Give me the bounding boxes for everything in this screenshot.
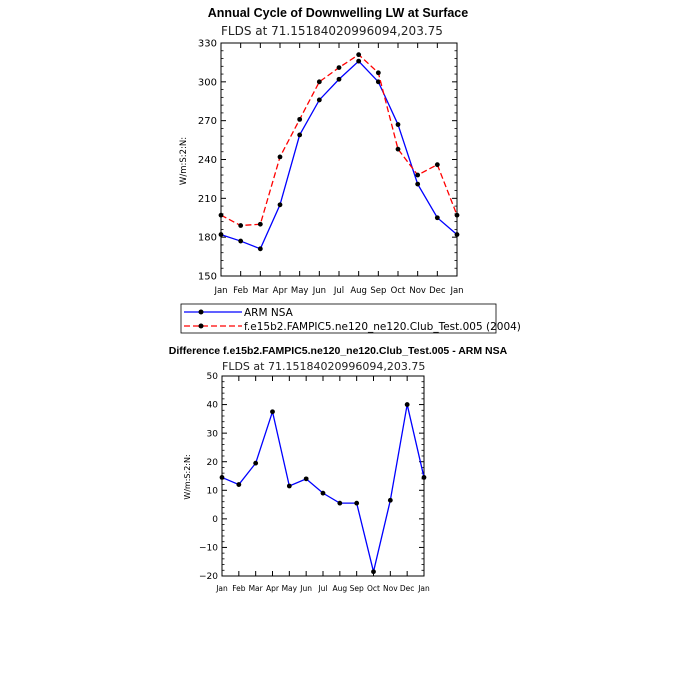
chart2-series-0-point (421, 475, 427, 480)
chart1-series-1-point (356, 52, 362, 58)
chart1-xtick-label: Jun (312, 286, 326, 296)
chart1-y-axis-label: W/m:S:2:N: (179, 137, 189, 185)
chart1-xtick-label: Oct (391, 286, 406, 296)
legend-marker-arm-nsa (198, 309, 204, 315)
chart2-series-0-point (219, 475, 225, 480)
chart1-ytick-label: 210 (198, 194, 217, 205)
chart2-xtick-label: Nov (383, 584, 398, 593)
chart1-series-1-point (415, 172, 421, 178)
chart1-series-0-point (218, 232, 224, 237)
chart1-series-1-point (395, 146, 401, 152)
chart1-ytick-label: 150 (198, 272, 217, 283)
chart2-xtick-label: May (282, 584, 298, 593)
chart1-series-0-point (395, 122, 401, 127)
chart1-ytick-label: 180 (198, 233, 217, 244)
chart2-series-0-point (270, 409, 275, 415)
chart1-subtitle: FLDS at 71.15184020996094,203.75 (221, 24, 443, 38)
chart1-series-1-point (218, 212, 224, 218)
chart1-xtick-label: Jul (333, 286, 344, 296)
chart1-xtick-label: Jan (213, 286, 227, 296)
chart1-series-1-point (375, 70, 381, 76)
chart1-series-1-point (297, 116, 303, 122)
legend-marker-model (198, 323, 204, 329)
chart1-xtick-label: Apr (273, 286, 288, 296)
chart1-xtick-label: Sep (370, 286, 386, 296)
chart1-series-1-point (316, 79, 322, 85)
chart1-ytick-label: 240 (198, 155, 217, 166)
chart1-series-1-point (454, 212, 460, 218)
legend-box (180, 303, 497, 334)
chart2-xtick-label: Feb (232, 584, 246, 593)
chart1-series-0-line (220, 60, 458, 250)
chart1-legend: ARM NSA f.e15b2.FAMPIC5.ne120_ne120.Club… (180, 303, 521, 334)
chart1-xtick-label: Aug (350, 286, 367, 296)
chart1-series-0-point (454, 232, 460, 237)
chart2-ytick-label: 40 (207, 401, 219, 411)
chart1-series-0-point (356, 58, 362, 64)
chart2-xtick-label: Oct (367, 584, 380, 593)
chart1-series-1-point (257, 221, 263, 227)
chart1-series-0-point (336, 76, 342, 82)
chart1-xtick-label: Nov (409, 286, 426, 296)
legend-label-arm-nsa: ARM NSA (244, 307, 294, 319)
chart1-series-1-point (434, 162, 440, 168)
chart1-series-0-point (375, 79, 381, 85)
chart1-plot-area: 150 180 210 240 270 300 330 Jan Feb Mar Apr May Jun J… (198, 39, 464, 297)
chart2-frame (221, 375, 425, 577)
chart2-series-0-point (286, 483, 292, 489)
chart1-xtick-label: Feb (233, 286, 248, 296)
chart1-xtick-label: May (291, 286, 309, 296)
chart1-series-1-point (277, 154, 283, 160)
chart1-series-0-point (434, 215, 440, 221)
chart2-xtick-label: Jan (215, 584, 228, 593)
chart1-series-0-point (238, 238, 244, 244)
chart1-series-1-point (238, 223, 244, 228)
chart2-xtick-label: Apr (266, 584, 280, 593)
chart2-series-0-point (354, 500, 360, 506)
chart2-subtitle: FLDS at 71.15184020996094,203.75 (222, 360, 425, 373)
chart1-series-0-point (257, 246, 263, 252)
chart1-ytick-label: 270 (198, 116, 217, 127)
chart2-xtick-label: Sep (350, 584, 364, 593)
chart2-series-0-point (337, 500, 343, 506)
chart2-series-0-point (404, 402, 410, 407)
chart2-y-axis-label: W/m:S:2:N: (183, 454, 192, 499)
chart2-ytick-label: −10 (199, 544, 218, 554)
chart2-series-0-point (371, 569, 376, 575)
chart2-ytick-label: 50 (207, 372, 219, 382)
chart2-series-0-point (387, 497, 393, 503)
chart2-xtick-label: Dec (400, 584, 415, 593)
chart1-series-1-point (336, 65, 342, 70)
chart1-xtick-label: Dec (429, 286, 446, 296)
chart2-ytick-label: 20 (207, 458, 219, 468)
chart2-series-0-line (221, 404, 425, 572)
legend-label-model: f.e15b2.FAMPIC5.ne120_ne120.Club_Test.00… (244, 321, 521, 333)
chart1-xtick-label: Jan (449, 286, 463, 296)
chart2-series-0-point (303, 476, 309, 482)
chart2-ytick-label: 0 (212, 515, 218, 525)
chart2-xtick-label: Jun (299, 584, 312, 593)
chart2-xtick-label: Jul (317, 584, 327, 593)
chart2-ytick-label: 30 (207, 429, 219, 439)
chart1-series-0-point (415, 181, 421, 187)
chart2-title: Difference f.e15b2.FAMPIC5.ne120_ne120.C… (169, 345, 508, 357)
chart2-xtick-label: Jan (417, 584, 430, 593)
chart1-title: Annual Cycle of Downwelling LW at Surfac… (208, 6, 468, 20)
chart2-xtick-label: Mar (249, 584, 264, 593)
chart2-ytick-label: 10 (207, 486, 219, 496)
chart1-ytick-label: 300 (198, 77, 217, 88)
chart2-series-0-point (236, 482, 242, 487)
chart2-xtick-label: Aug (333, 584, 348, 593)
chart2-series-0-point (320, 490, 326, 496)
chart1-series-0-point (297, 132, 303, 138)
chart1-ytick-label: 330 (198, 39, 217, 50)
chart2-ytick-label: −20 (199, 572, 218, 582)
chart1-series-0-point (316, 97, 322, 103)
chart1-xtick-label: Mar (252, 286, 269, 296)
chart2-plot-area: −20 −10 0 10 20 30 40 50 Jan Feb Mar Apr May Jun Jul Au… (199, 372, 430, 593)
chart1-series-0-point (277, 202, 283, 208)
chart2-series-0-point (253, 460, 259, 466)
